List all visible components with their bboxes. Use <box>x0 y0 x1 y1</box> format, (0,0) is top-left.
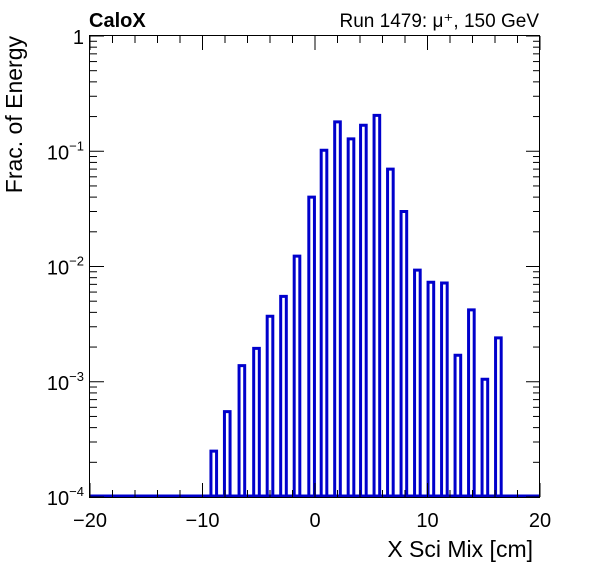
histogram-bars <box>209 113 503 497</box>
x-tick-label: 0 <box>309 510 320 532</box>
histogram-bar <box>453 353 463 497</box>
histogram-bar <box>209 449 219 497</box>
histogram-bar <box>319 148 329 497</box>
histogram-bar <box>333 120 342 497</box>
histogram-bar <box>399 210 409 497</box>
histogram-bar <box>440 281 449 497</box>
histogram-bar <box>426 280 436 497</box>
histogram-bar <box>346 137 356 497</box>
x-axis-title: X Sci Mix [cm] <box>387 536 533 562</box>
histogram-bar <box>307 195 316 497</box>
histogram-bar <box>413 268 422 497</box>
y-axis: 10−4 10−3 10−2 10−1 1 <box>47 27 540 510</box>
x-tick-label: 20 <box>529 510 551 532</box>
y-axis-title: Frac. of Energy <box>1 36 27 194</box>
y-tick-label: 10−1 <box>47 138 84 164</box>
histogram-bar <box>279 294 288 497</box>
histogram-bar <box>292 254 302 497</box>
histogram-bar <box>386 167 395 497</box>
chart-title-right: Run 1479: μ⁺, 150 GeV <box>340 11 540 32</box>
histogram-bar <box>467 308 476 497</box>
y-tick-label: 10−3 <box>47 369 84 395</box>
histogram-bar <box>372 113 382 497</box>
y-tick-label: 1 <box>73 27 84 49</box>
histogram-bar <box>222 410 232 497</box>
y-tick-label: 10−2 <box>47 254 84 280</box>
x-tick-label: 10 <box>416 510 438 532</box>
histogram-bar <box>480 377 490 497</box>
histogram-bar <box>359 123 368 497</box>
x-axis: −20 −10 0 10 20 <box>73 36 551 532</box>
chart-title-left: CaloX <box>89 10 146 32</box>
x-tick-label: −10 <box>186 510 220 532</box>
histogram-bar <box>237 364 247 497</box>
histogram-bar <box>252 346 261 497</box>
y-tick-label: 10−4 <box>47 484 84 510</box>
histogram-bar <box>494 336 503 497</box>
x-tick-label: −20 <box>73 510 107 532</box>
histogram-bar <box>265 314 275 497</box>
